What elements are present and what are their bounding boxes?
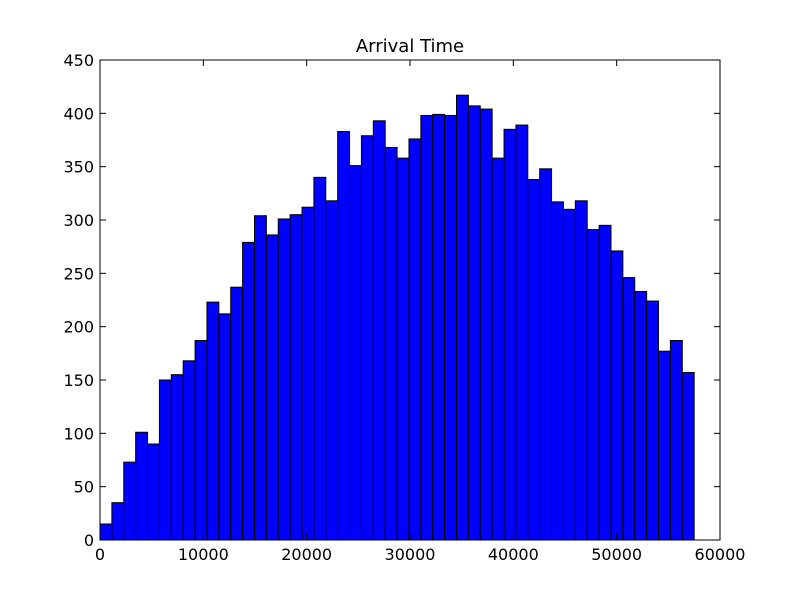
x-tick-label: 10000: [178, 545, 229, 564]
histogram-bar: [467, 105, 481, 541]
histogram-bar: [610, 250, 624, 541]
histogram-bar: [527, 178, 541, 541]
histogram-bar: [384, 146, 398, 541]
y-tick-label: 0: [84, 531, 94, 550]
x-tick-label: 0: [95, 545, 105, 564]
histogram-bar: [337, 130, 351, 541]
histogram-bar: [194, 340, 208, 541]
histogram-bar: [265, 234, 279, 541]
histogram-bar: [349, 165, 362, 541]
histogram-bar: [408, 138, 422, 541]
y-tick-label: 450: [63, 51, 94, 70]
histogram-bar: [313, 176, 327, 541]
histogram-bar: [230, 286, 244, 541]
x-tick-label: 40000: [488, 545, 539, 564]
y-tick-label: 50: [74, 478, 94, 497]
histogram-bar: [479, 108, 493, 541]
histogram-bar: [206, 301, 220, 541]
histogram-bar: [598, 224, 612, 541]
histogram-bar: [218, 313, 232, 541]
histogram-bar: [551, 201, 564, 541]
histogram-bar: [135, 431, 149, 541]
histogram-bar: [681, 372, 695, 541]
histogram-bar: [372, 120, 386, 541]
histogram-bar: [242, 241, 255, 541]
histogram-bar: [586, 229, 600, 541]
histogram-bar: [289, 214, 303, 541]
y-tick-label: 300: [63, 211, 94, 230]
histogram-bar: [147, 443, 160, 541]
histogram-bar: [539, 168, 553, 541]
histogram-bar: [277, 218, 291, 541]
y-tick-label: 200: [63, 318, 94, 337]
y-tick-label: 250: [63, 264, 94, 283]
x-tick-label: 60000: [695, 545, 746, 564]
histogram-bar: [301, 206, 315, 541]
histogram-bar: [646, 300, 660, 541]
histogram-bar: [432, 113, 446, 541]
histogram-bar: [99, 523, 113, 541]
x-tick-label: 30000: [385, 545, 436, 564]
histogram-bar: [562, 208, 576, 541]
histogram-bar: [170, 374, 184, 541]
y-tick-label: 350: [63, 158, 94, 177]
histogram-bar: [574, 200, 588, 541]
histogram-bar: [669, 340, 683, 541]
histogram-bar: [515, 124, 529, 541]
x-tick-label: 20000: [281, 545, 332, 564]
histogram-bar: [456, 94, 469, 541]
histogram-bar: [360, 135, 374, 541]
y-tick-label: 150: [63, 371, 94, 390]
y-tick-label: 100: [63, 424, 94, 443]
chart-title: Arrival Time: [356, 36, 464, 57]
y-tick-label: 400: [63, 104, 94, 123]
histogram-bar: [111, 502, 125, 541]
histogram-bar: [444, 114, 458, 541]
histogram-bar: [182, 360, 196, 541]
axes-layer: 0 10000 20000 30000 40000 50000 60000 0 50 100 150…: [63, 51, 745, 564]
bars-layer: [99, 94, 695, 541]
histogram-bar: [396, 157, 410, 541]
histogram-bar: [123, 461, 137, 541]
histogram-bar: [658, 350, 671, 541]
histogram-bar: [503, 128, 517, 541]
x-tick-label: 50000: [591, 545, 642, 564]
histogram-bar: [634, 290, 648, 541]
histogram-bar: [158, 379, 172, 541]
histogram-bar: [253, 215, 267, 541]
histogram-bar: [325, 200, 339, 541]
histogram-bar: [491, 157, 505, 541]
histogram-bar: [420, 114, 434, 541]
histogram-bar: [622, 277, 636, 541]
